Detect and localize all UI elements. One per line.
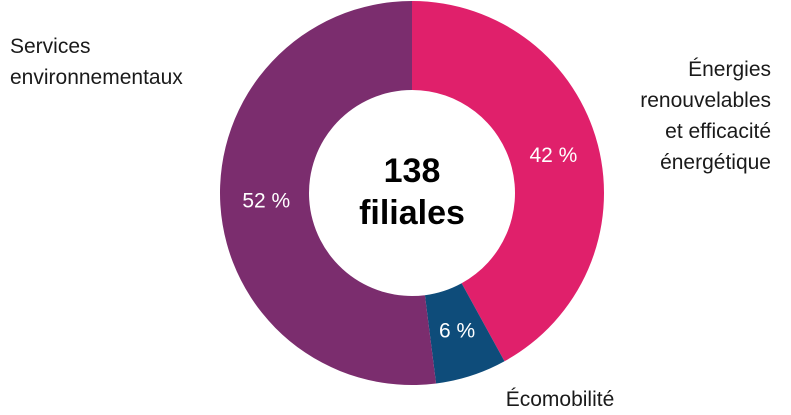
value-label: 6 %: [439, 319, 475, 342]
value-label: 52 %: [242, 190, 290, 213]
donut-slice: [220, 1, 437, 385]
category-label: Énergies renouvelables et efficacité énergé…: [640, 58, 771, 174]
category-label: Services environnementaux: [10, 35, 183, 89]
center-label: 138 filiales: [359, 152, 465, 232]
donut-slice: [412, 1, 604, 362]
value-label: 42 %: [529, 144, 577, 167]
category-label: Écomobilité: [506, 388, 615, 411]
donut-slice: [424, 283, 505, 384]
